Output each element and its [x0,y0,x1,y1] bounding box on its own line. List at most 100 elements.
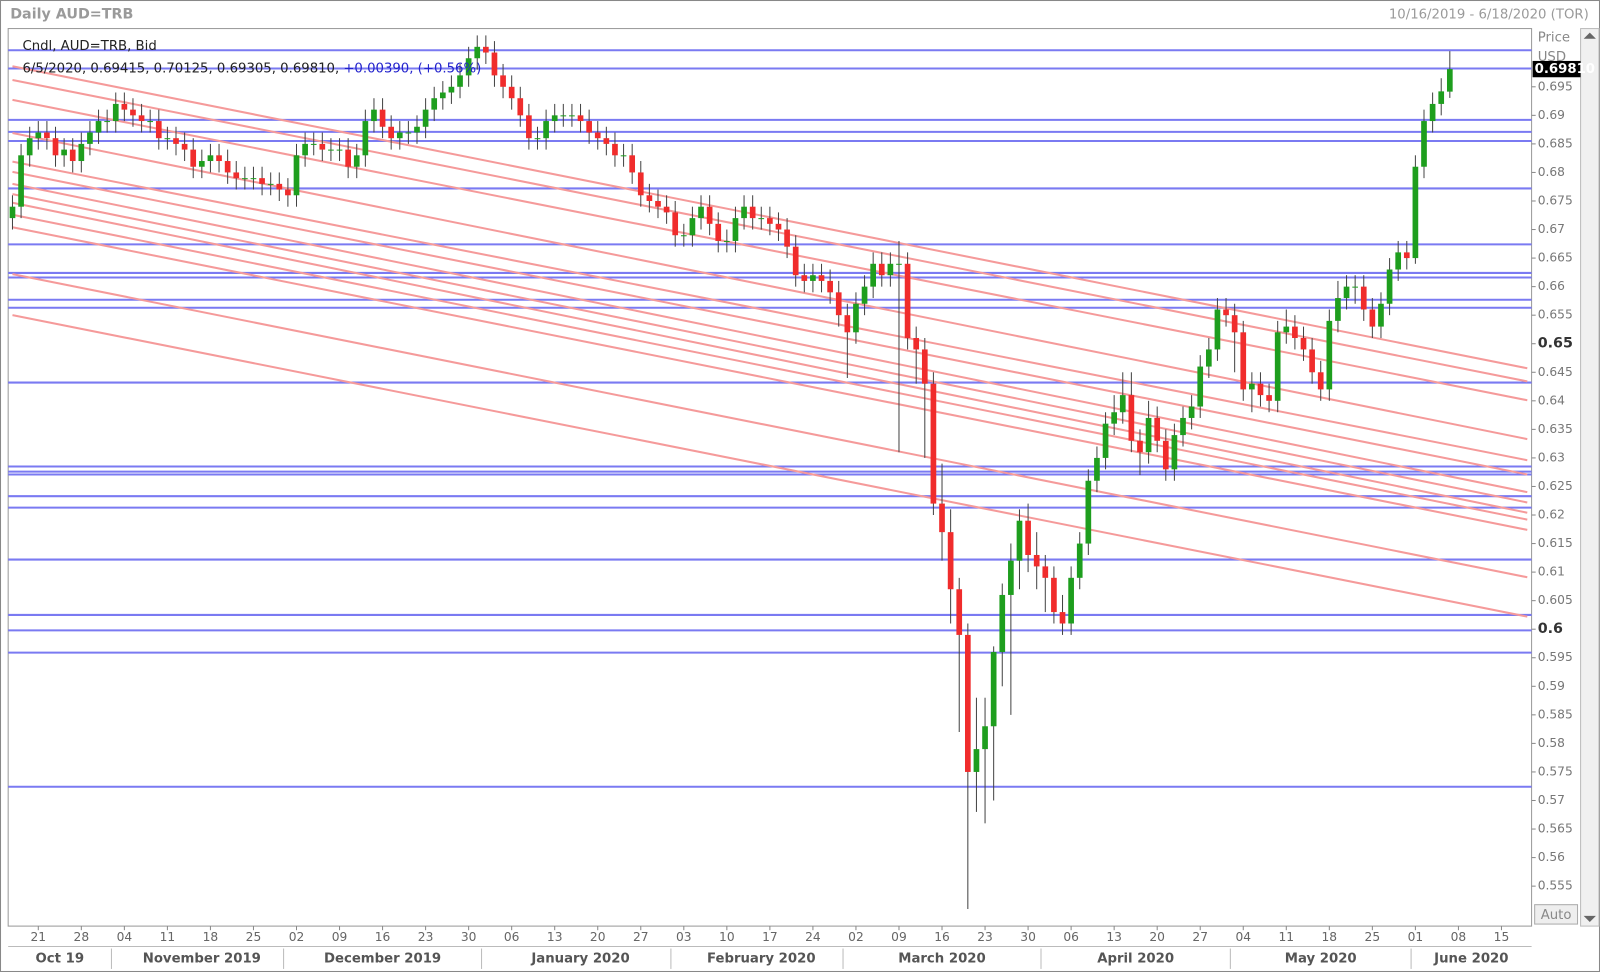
candle-body [964,634,971,772]
candle-body [586,121,592,133]
y-tick-label: 0.625 [1538,479,1573,493]
candle-body [138,115,145,122]
candle-body [121,103,128,110]
candle-body [930,383,937,504]
auto-label[interactable]: Auto [1541,908,1572,923]
x-tick-label: 18 [1322,930,1338,944]
candle-body [810,275,816,281]
candle-body [164,138,171,140]
y-tick-label: 0.62 [1538,508,1565,522]
candle-body [371,109,377,122]
y-tick-label: 0.68 [1538,165,1565,179]
y-tick-label: 0.595 [1538,650,1573,664]
candle-body [904,263,911,339]
candle-body [1326,320,1333,390]
candle-body [758,218,765,220]
y-tick-label: 0.645 [1538,365,1573,379]
trend-line [12,213,1528,521]
candle-body [1223,309,1229,316]
candle-body [1008,560,1014,595]
candle-body [1360,286,1367,310]
trend-line [12,273,1528,579]
candle-body [198,161,205,167]
y-tick-label: 0.675 [1538,193,1573,207]
scrollbar[interactable] [1580,28,1600,927]
y-tick-label: 0.605 [1538,593,1573,607]
candle-body [1162,440,1169,470]
y-tick-label: 0.565 [1538,822,1573,836]
candle-body [1369,309,1376,327]
candle-body [1335,298,1341,321]
candle-body [887,263,894,276]
x-tick-label: 20 [1149,930,1165,944]
candle-body [259,178,265,184]
x-tick-label: 16 [375,930,391,944]
month-label: April 2020 [1097,952,1174,967]
candle-body [1145,417,1152,453]
trend-line [12,160,1528,462]
x-tick-label: 18 [203,930,219,944]
y-tick-label: 0.585 [1538,707,1573,721]
candle-body [1412,166,1419,259]
candle-body [1085,480,1092,544]
trend-line [12,182,1528,494]
x-tick-label: 09 [891,930,907,944]
candle-body [1317,372,1324,390]
candle-body [267,183,274,185]
candle-body [1016,520,1023,561]
candle-body [112,103,119,122]
candle-body [78,143,85,162]
candle-body [1025,520,1031,555]
candle-body [1154,417,1161,441]
candle-body [603,138,610,144]
y-tick-label: 0.64 [1538,393,1565,407]
candle-body [1240,332,1247,390]
candle-body [577,115,584,122]
candle-body [1292,326,1298,339]
candle-body [956,589,963,635]
y-tick-label: 0.6 [1538,621,1563,637]
y-tick-label: 0.665 [1538,251,1573,265]
candle-body [216,155,222,162]
x-tick-label: 04 [1235,930,1251,944]
candle-body [1214,309,1221,350]
x-tick-label: 06 [1063,930,1079,944]
x-tick-label: 30 [1020,930,1036,944]
y-tick-label: 0.59 [1538,679,1565,693]
candle-body [1274,332,1281,401]
candle-body [784,229,790,247]
candle-body [1257,383,1264,396]
candle-body [689,218,696,236]
x-tick-label: 04 [117,930,133,944]
candle-body [637,172,644,196]
candle-body [1300,338,1307,350]
x-tick-label: 03 [676,930,692,944]
candle-body [1421,121,1427,167]
auto-button[interactable] [1534,904,1579,925]
candle-body [207,155,214,162]
legend-change: +0.00390, (+0.56%) [343,61,481,76]
candle-body [431,98,438,110]
candle-body [1180,417,1186,436]
candle-body [680,235,687,237]
candle-body [517,98,524,116]
candle-body [569,115,575,117]
candle-body [173,138,179,144]
candle-body [1137,440,1143,453]
trend-line [12,193,1528,504]
x-tick-label: 23 [418,930,434,944]
candle-body [1343,286,1350,299]
candle-body [328,149,334,151]
candle-body [396,132,403,139]
candle-body [87,132,93,144]
candle-body [741,206,747,219]
candle-body [560,115,567,117]
candle-body [1352,286,1358,288]
x-tick-label: 20 [590,930,606,944]
y-tick-label: 0.58 [1538,736,1565,750]
candle-body [483,46,489,53]
x-tick-label: 30 [461,930,477,944]
month-label: February 2020 [707,952,816,967]
x-tick-label: 09 [332,930,348,944]
